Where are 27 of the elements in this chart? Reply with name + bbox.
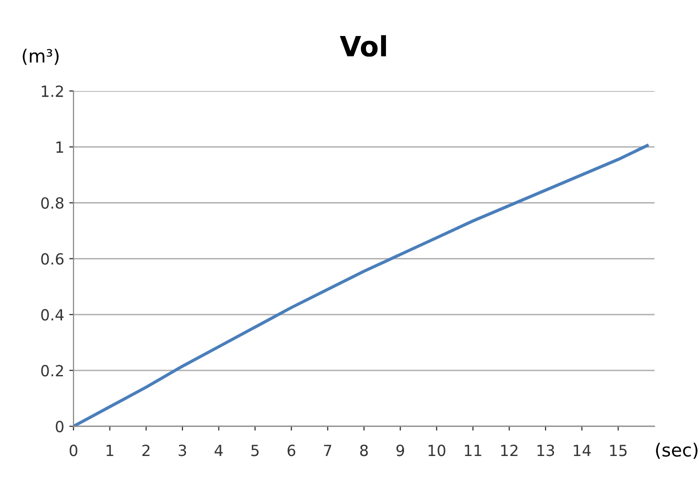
line-series [74, 144, 649, 426]
x-tick-label: 5 [251, 444, 259, 456]
y-tick-label: 0.2 [41, 364, 63, 376]
x-tick-label: 6 [288, 444, 296, 456]
x-tick-label: 9 [396, 444, 404, 456]
y-tick-label: 1 [56, 142, 64, 153]
y-tick-label: 0.4 [41, 309, 64, 321]
x-tick-label: 13 [538, 444, 554, 456]
x-tick-label: 7 [324, 444, 332, 456]
x-tick-label: 8 [360, 444, 368, 456]
y-tick-label: 1.2 [42, 85, 63, 97]
x-tick-label: 4 [214, 444, 223, 456]
x-tick-label: 15 [610, 444, 627, 456]
y-tick-label: 0.6 [41, 253, 64, 265]
x-tick-label: 14 [574, 444, 591, 456]
x-tick-label: 11 [464, 444, 482, 456]
x-tick-label: 2 [142, 444, 150, 456]
chart-title: Vol [340, 35, 386, 57]
x-tick-label: 12 [501, 444, 518, 456]
x-tick-label: 0 [70, 444, 78, 456]
x-axis-title: (sec) [656, 442, 698, 459]
y-axis-title: (m³) [22, 48, 59, 65]
x-tick-label: 3 [178, 444, 186, 456]
x-tick-label: 10 [428, 444, 446, 456]
y-tick-label: 0 [56, 420, 64, 432]
y-tick-label: 0.8 [41, 197, 64, 209]
x-tick-label: 1 [106, 444, 114, 456]
